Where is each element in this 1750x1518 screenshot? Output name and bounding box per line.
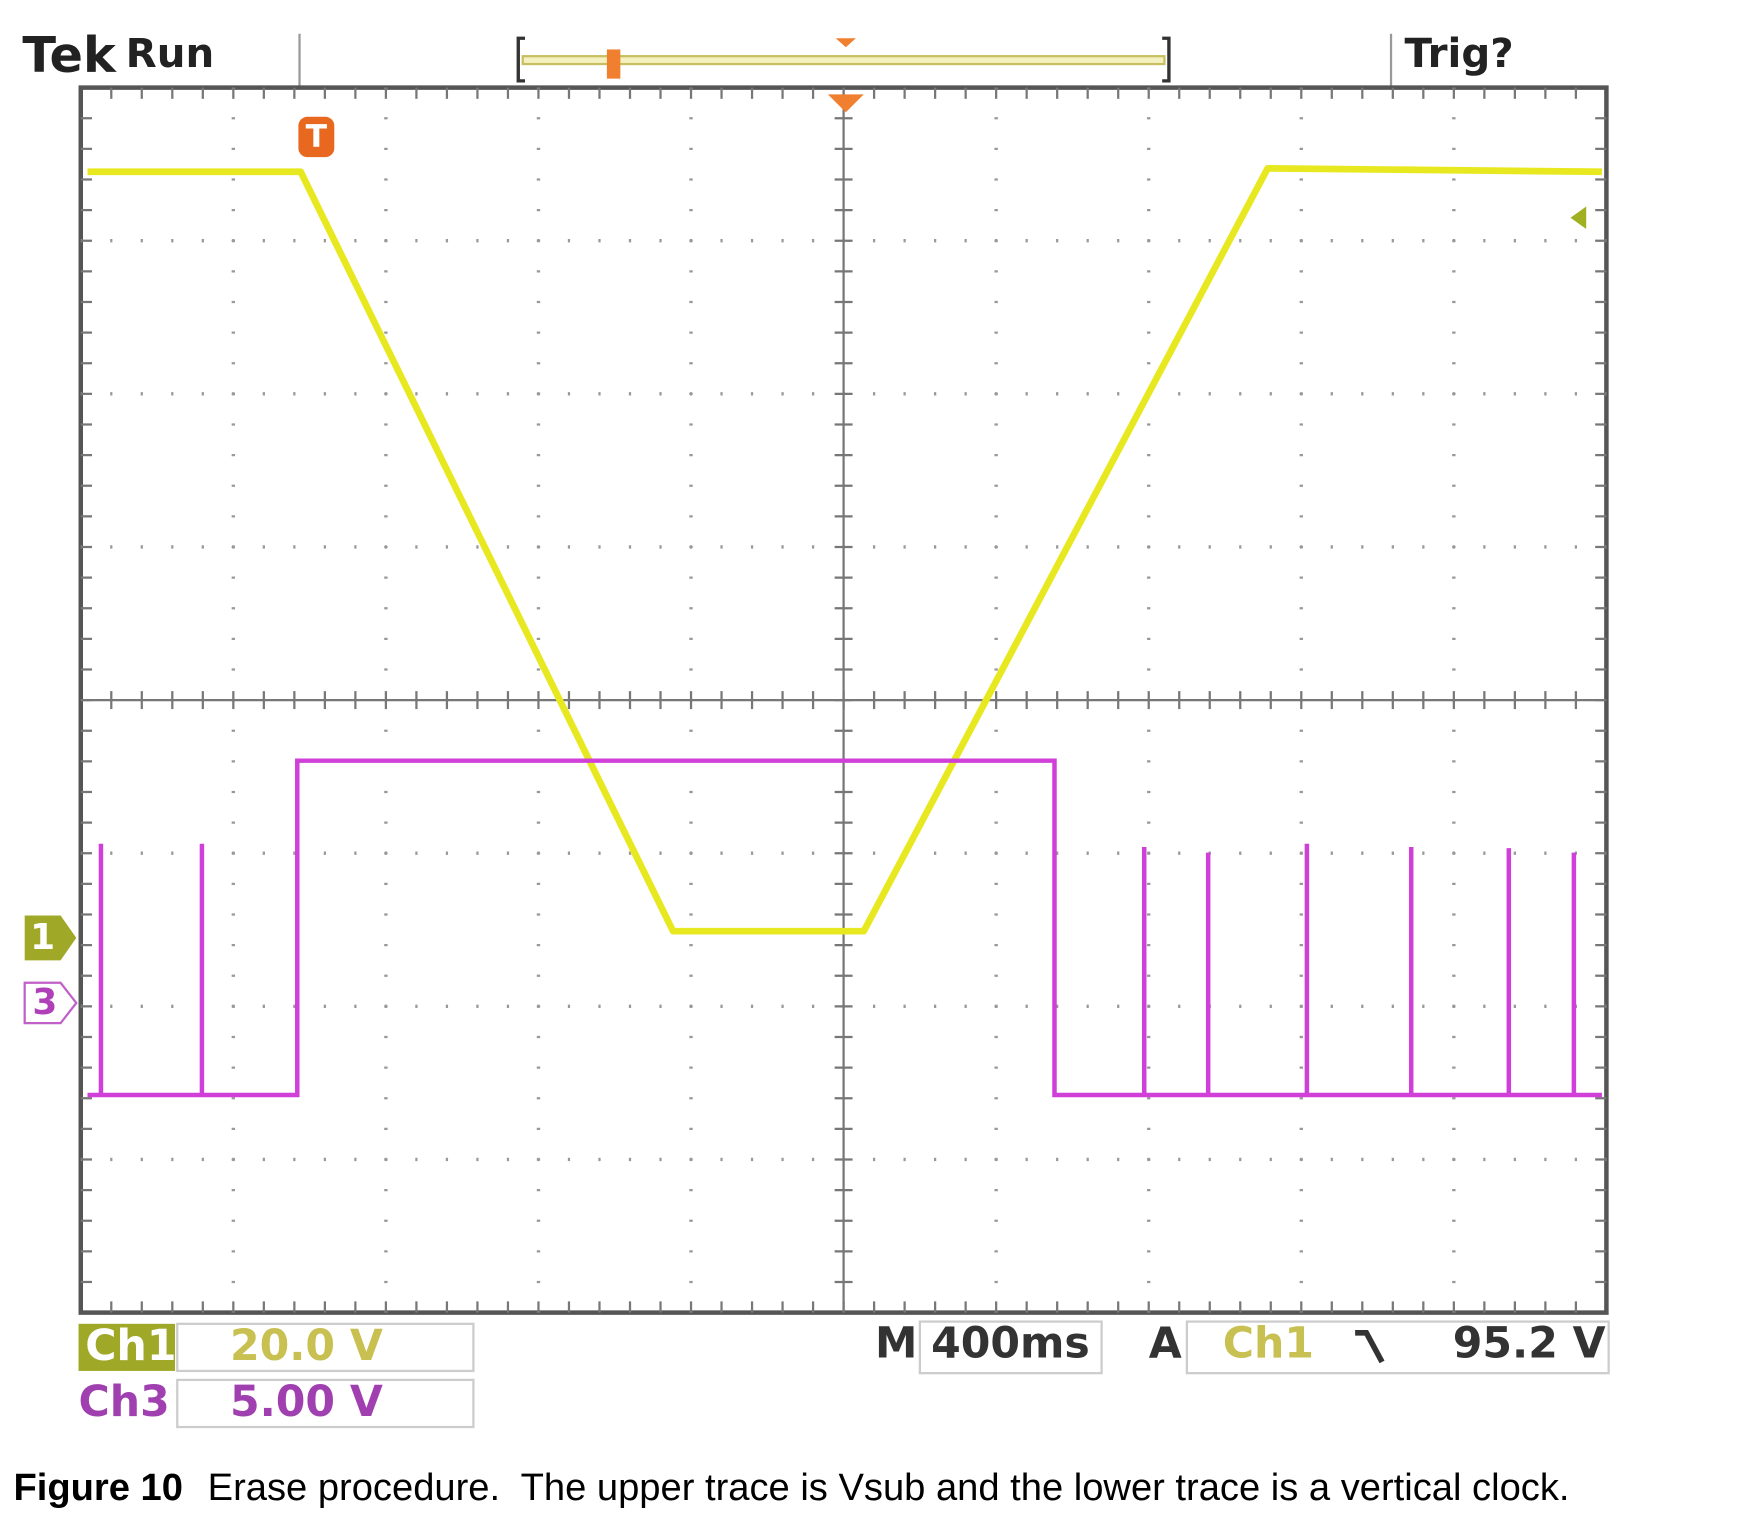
- ch1-label-box: [78, 1323, 175, 1371]
- trigger-status: Trig?: [1404, 30, 1513, 77]
- record-bracket: [516, 36, 1171, 83]
- trigger-level-arrow: [1570, 206, 1587, 229]
- trigger-position-arrow: [827, 94, 864, 113]
- record-trigger-pos: [606, 49, 621, 79]
- trigger-label: A: [1149, 1319, 1182, 1369]
- ch1-label: Ch1: [85, 1321, 176, 1371]
- record-center: [835, 38, 856, 48]
- brand: Tek: [22, 26, 117, 84]
- ch1-scale-box: [176, 1322, 475, 1373]
- trigger-box: [1185, 1320, 1610, 1375]
- ch1-trace: [87, 165, 1602, 935]
- timebase-box: [918, 1320, 1103, 1375]
- ch1-scale: 20.0 V: [230, 1321, 383, 1371]
- ch3-trace: [87, 758, 1602, 1098]
- trigger-marker-label: T: [306, 119, 328, 155]
- graticule: [80, 87, 1607, 1313]
- caption-label: Figure 10: [13, 1466, 183, 1509]
- ch3-marker-label: 3: [32, 982, 57, 1023]
- trigger-marker: [298, 116, 335, 158]
- trigger-level: 95.2 V: [1453, 1319, 1606, 1369]
- ch3-scale-box: [176, 1378, 475, 1429]
- ch1-marker: [24, 915, 77, 961]
- run-status: Run: [126, 30, 215, 77]
- ch3-label: Ch3: [79, 1377, 170, 1427]
- ch3-marker: [23, 981, 78, 1025]
- record-bar: [521, 55, 1166, 66]
- timebase-label: M: [875, 1319, 917, 1369]
- trigger-source: Ch1: [1223, 1319, 1314, 1369]
- falling-edge-icon: [1355, 1329, 1385, 1364]
- ch1-marker-label: 1: [30, 917, 55, 958]
- caption: Figure 10 Erase procedure. The upper trac…: [13, 1466, 1569, 1509]
- timebase-value: 400ms: [931, 1319, 1090, 1369]
- ch3-scale: 5.00 V: [230, 1377, 383, 1427]
- caption-text: Erase procedure. The upper trace is Vsub…: [208, 1466, 1570, 1509]
